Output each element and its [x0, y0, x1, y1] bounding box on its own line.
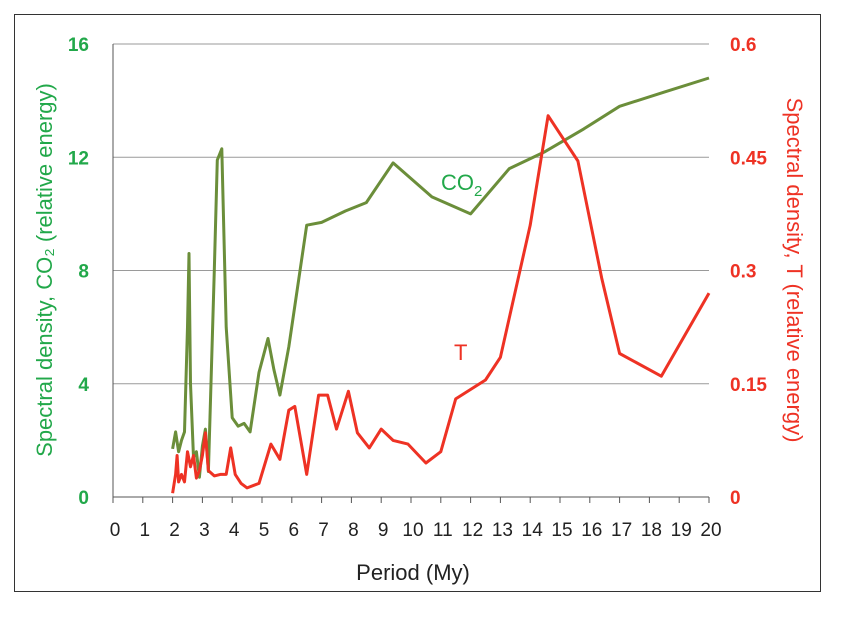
x-tick-label: 2 [169, 520, 180, 541]
x-tick-label: 20 [700, 520, 721, 541]
left-axis-label: Spectral density, CO₂ (relative energy) [32, 83, 57, 457]
right-tick-label: 0.6 [730, 35, 756, 56]
x-tick-label: 18 [641, 520, 662, 541]
series-lines [171, 76, 711, 494]
right-axis-label: Spectral density, T (relative energy) [782, 98, 807, 443]
x-tick-label: 7 [318, 520, 329, 541]
left-tick-label: 0 [78, 488, 89, 509]
x-tick-label: 9 [378, 520, 389, 541]
x-tick-label: 16 [581, 520, 602, 541]
x-tick-label: 14 [522, 520, 544, 541]
x-tick-label: 15 [551, 520, 572, 541]
x-tick-label: 19 [671, 520, 692, 541]
chart-frame [14, 14, 821, 592]
gridlines [112, 43, 710, 503]
series-label-t: T [454, 340, 467, 365]
x-axis-label: Period (My) [356, 560, 470, 585]
x-tick-label: 13 [492, 520, 513, 541]
x-tick-label: 11 [433, 520, 453, 541]
x-tick-label: 3 [199, 520, 210, 541]
x-tick-label: 0 [110, 520, 121, 541]
x-tick-label: 6 [289, 520, 300, 541]
x-tick-label: 17 [611, 520, 632, 541]
t-series-line [171, 114, 711, 494]
right-tick-label: 0.15 [730, 375, 767, 396]
right-tick-label: 0 [730, 488, 741, 509]
right-tick-label: 0.45 [730, 148, 767, 169]
x-tick-label: 1 [140, 520, 151, 541]
left-tick-label: 16 [68, 35, 89, 56]
x-tick-label: 12 [462, 520, 483, 541]
x-tick-labels: 0 1 2 3 4 5 6 7 8 9 10 11 12 13 14 15 16 17 18 19 20 [110, 520, 722, 541]
x-tick-label: 8 [348, 520, 359, 541]
left-tick-labels: 0 4 8 12 16 [68, 35, 90, 509]
series-label-co2: CO2 [441, 170, 482, 200]
right-tick-labels: 0 0.15 0.3 0.45 0.6 [730, 35, 767, 509]
x-tick-label: 4 [229, 520, 240, 541]
x-tick-label: 10 [402, 520, 423, 541]
left-tick-label: 4 [78, 375, 89, 396]
x-tick-label: 5 [259, 520, 270, 541]
left-tick-label: 12 [68, 148, 89, 169]
co2-series-line [171, 76, 710, 479]
left-tick-label: 8 [78, 262, 89, 283]
right-tick-label: 0.3 [730, 262, 756, 283]
